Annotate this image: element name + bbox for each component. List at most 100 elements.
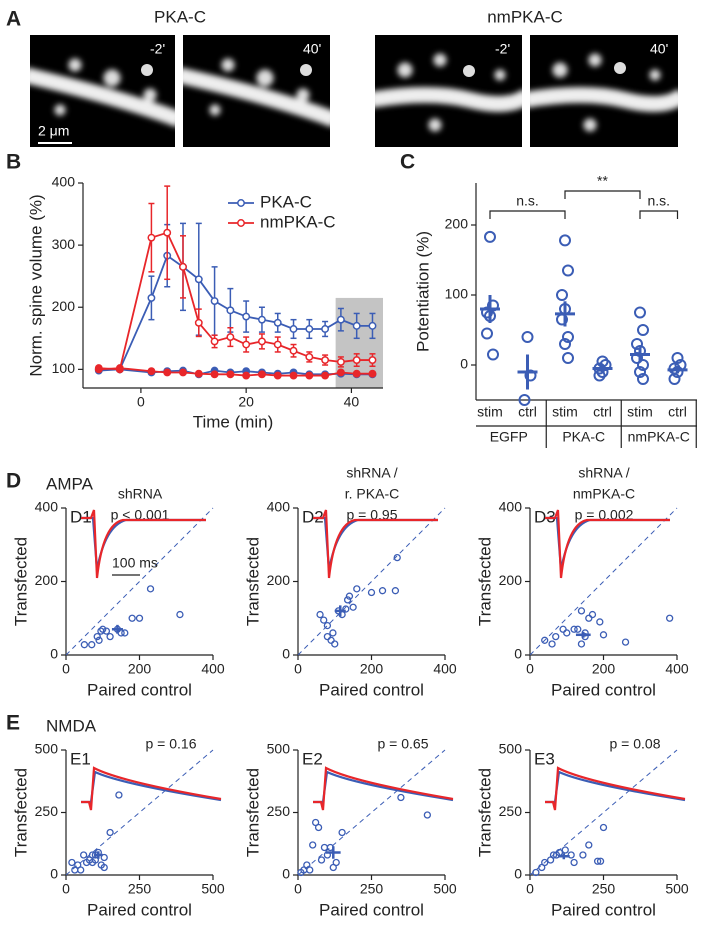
panel-letter: E <box>6 712 20 735</box>
point <box>593 369 606 382</box>
y-axis-label: Transfected <box>11 537 30 626</box>
section-label: NMDA <box>46 716 97 735</box>
x-axis-label: Paired control <box>87 680 192 699</box>
point <box>305 371 314 380</box>
point <box>352 321 361 330</box>
point <box>194 318 203 327</box>
point <box>147 367 156 376</box>
point <box>273 371 282 380</box>
point <box>637 373 649 385</box>
point <box>257 370 266 379</box>
point <box>194 369 203 378</box>
point <box>577 640 586 648</box>
point <box>102 627 111 635</box>
point <box>163 228 172 237</box>
y-axis-label: Transfected <box>243 537 262 626</box>
point <box>668 373 681 385</box>
point <box>210 337 219 346</box>
point <box>329 629 337 637</box>
significance-label: n.s. <box>647 193 670 209</box>
annotation: p = 0.95 <box>347 507 398 523</box>
annotation: shRNA <box>118 486 163 502</box>
x-tick-label: 250 <box>360 881 384 897</box>
x-tick-label: 500 <box>665 881 689 897</box>
point <box>570 625 578 633</box>
x-tick-label: 200 <box>592 661 616 677</box>
group-title: PKA-C <box>154 7 206 26</box>
scale-label: 100 ms <box>112 555 158 571</box>
point <box>289 325 298 333</box>
x-tick-label: 20 <box>238 394 254 410</box>
point <box>585 614 593 622</box>
unity-line <box>529 507 678 656</box>
trace-inset <box>313 770 454 804</box>
point <box>210 297 219 305</box>
point <box>634 306 646 319</box>
annotation: shRNA / <box>578 465 629 481</box>
point <box>561 846 569 854</box>
point <box>574 625 582 633</box>
point <box>94 365 103 374</box>
group-label: PKA-C <box>562 429 605 445</box>
point <box>562 264 574 277</box>
point <box>106 632 114 641</box>
point <box>352 356 361 364</box>
point <box>596 618 604 626</box>
point <box>631 338 643 350</box>
trace-inset <box>545 509 670 579</box>
y-tick-label: 500 <box>267 741 291 757</box>
y-axis-label: Potentiation (%) <box>413 231 432 352</box>
point <box>305 325 314 333</box>
trace-inset <box>81 766 222 811</box>
point <box>210 370 219 379</box>
x-tick-label: 500 <box>433 881 457 897</box>
point <box>321 325 330 333</box>
point <box>194 275 203 284</box>
trace-inset <box>545 766 686 811</box>
point <box>353 585 361 593</box>
point <box>320 616 328 624</box>
annotation: r. PKA-C <box>345 486 399 502</box>
legend-marker <box>237 219 245 227</box>
point <box>338 828 346 837</box>
point <box>242 312 251 321</box>
point <box>289 371 298 380</box>
time-label: -2' <box>150 41 165 57</box>
y-tick-label: 0 <box>514 866 522 882</box>
point <box>552 632 560 641</box>
point <box>327 636 335 644</box>
x-axis-label: Paired control <box>319 900 424 919</box>
y-tick-label: 200 <box>52 298 76 314</box>
point <box>559 234 571 247</box>
point <box>77 866 85 874</box>
point <box>596 857 605 865</box>
annotation: nmPKA-C <box>573 486 635 502</box>
y-tick-label: 200 <box>499 572 523 588</box>
point <box>323 632 332 641</box>
unity-line <box>297 507 446 656</box>
annotation: p < 0.001 <box>111 507 170 523</box>
point <box>147 233 156 242</box>
x-axis-label: Paired control <box>551 680 656 699</box>
trace-inset <box>81 770 222 804</box>
significance-label: n.s. <box>516 193 539 209</box>
point <box>588 610 597 619</box>
x-tick-label: 0 <box>526 661 534 677</box>
y-tick-label: 400 <box>499 499 523 515</box>
y-tick-label: 250 <box>499 803 523 819</box>
point <box>135 614 144 622</box>
y-axis-label: Transfected <box>475 768 494 857</box>
trace-inset <box>313 766 454 811</box>
point <box>314 823 323 832</box>
point <box>585 841 593 849</box>
x-tick-label: 400 <box>201 661 225 677</box>
y-axis-label: Transfected <box>11 768 30 857</box>
scale-label: 2 μm <box>38 123 69 139</box>
series-line <box>98 254 373 371</box>
y-axis-label: Transfected <box>243 768 262 857</box>
category-label: ctrl <box>668 404 687 420</box>
y-tick-label: 250 <box>35 803 59 819</box>
y-tick-label: 0 <box>460 356 468 372</box>
time-label: -2' <box>495 41 510 57</box>
y-tick-label: 100 <box>52 360 76 376</box>
